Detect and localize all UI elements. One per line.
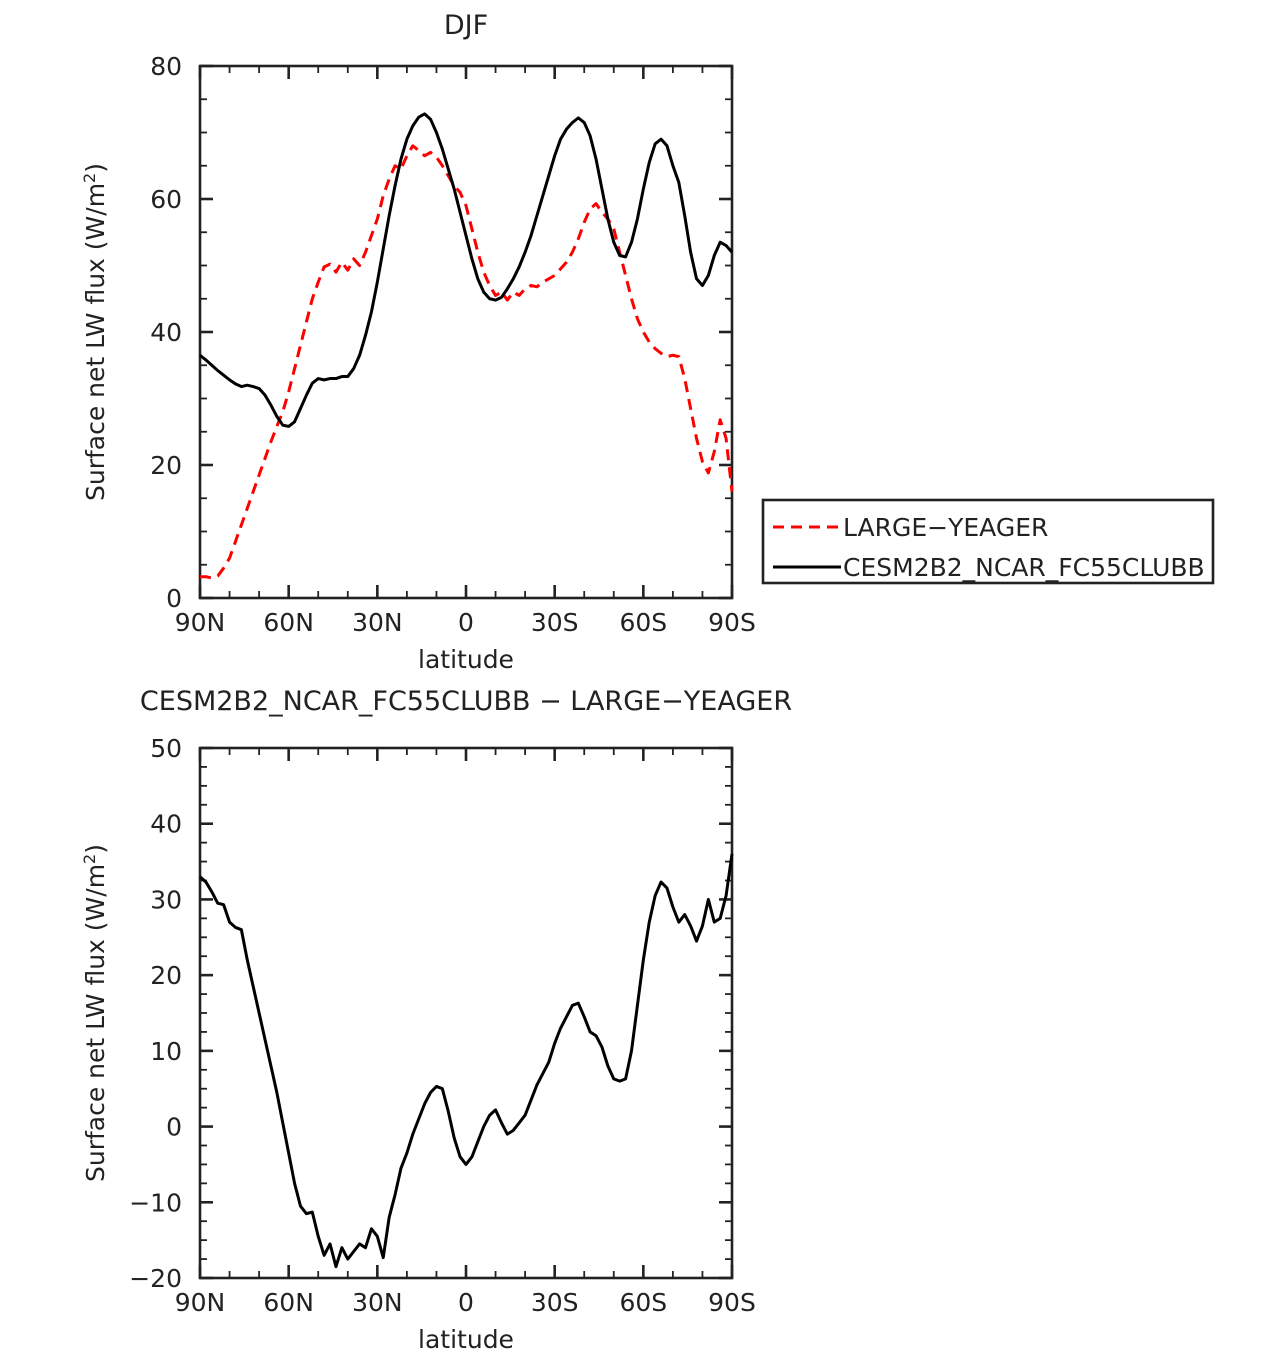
panel-bottom-yaxis-label: Surface net LW flux (W/m2) [80, 844, 110, 1182]
panel-bottom-frame [198, 746, 734, 1280]
panel-top-yaxis-label: Surface net LW flux (W/m2) [80, 163, 110, 501]
legend-label-0: LARGE−YEAGER [843, 513, 1048, 542]
legend-label-1: CESM2B2_NCAR_FC55CLUBB [843, 553, 1205, 582]
panel-top-yticklabel: 60 [150, 185, 182, 214]
panel-bottom-yticklabel: −10 [129, 1188, 182, 1217]
panel-top-title: DJF [444, 10, 488, 41]
panel-top-yticklabel: 80 [150, 52, 182, 81]
panel-top-xticklabel: 60S [619, 608, 667, 637]
panel-bottom-xticklabel: 30N [352, 1288, 403, 1317]
panel-bottom-xticklabel: 60S [619, 1288, 667, 1317]
panel-top-xaxis-label: latitude [418, 645, 514, 674]
panel-bottom-yticklabel: 20 [150, 961, 182, 990]
panel-top-xticklabel: 60N [263, 608, 314, 637]
panel-top-series-0 [200, 144, 734, 580]
panel-bottom-xticklabel: 30S [531, 1288, 579, 1317]
panel-top-series-1 [199, 112, 734, 428]
panel-top-xticklabel: 90S [708, 608, 756, 637]
panel-top-yticklabel: 20 [150, 451, 182, 480]
panel-bottom-xaxis-label: latitude [418, 1325, 514, 1354]
panel-top-xticklabel: 90N [175, 608, 226, 637]
panel-bottom-yticklabel: −20 [129, 1264, 182, 1293]
panel-bottom-xticklabel: 60N [263, 1288, 314, 1317]
panel-top-yticklabel: 0 [166, 584, 182, 613]
panel-top-xticklabel: 30N [352, 608, 403, 637]
panel-top-yticklabel: 40 [150, 318, 182, 347]
panel-top-xticklabel: 30S [531, 608, 579, 637]
panel-bottom-yticklabel: 10 [150, 1037, 182, 1066]
panel-bottom-xticklabel: 0 [458, 1288, 474, 1317]
panel-top-frame [198, 64, 734, 600]
panel-bottom-yticklabel: 50 [150, 734, 182, 763]
panel-bottom-xticklabel: 90N [175, 1288, 226, 1317]
panel-bottom-series-0 [198, 853, 734, 1269]
panel-bottom-yticklabel: 0 [166, 1113, 182, 1142]
panel-top-xticklabel: 0 [458, 608, 474, 637]
legend-box [761, 498, 1215, 585]
panel-bottom-title: CESM2B2_NCAR_FC55CLUBB − LARGE−YEAGER [140, 686, 792, 717]
panel-bottom-yticklabel: 40 [150, 810, 182, 839]
panel-bottom-xticklabel: 90S [708, 1288, 756, 1317]
panel-bottom-yticklabel: 30 [150, 885, 182, 914]
